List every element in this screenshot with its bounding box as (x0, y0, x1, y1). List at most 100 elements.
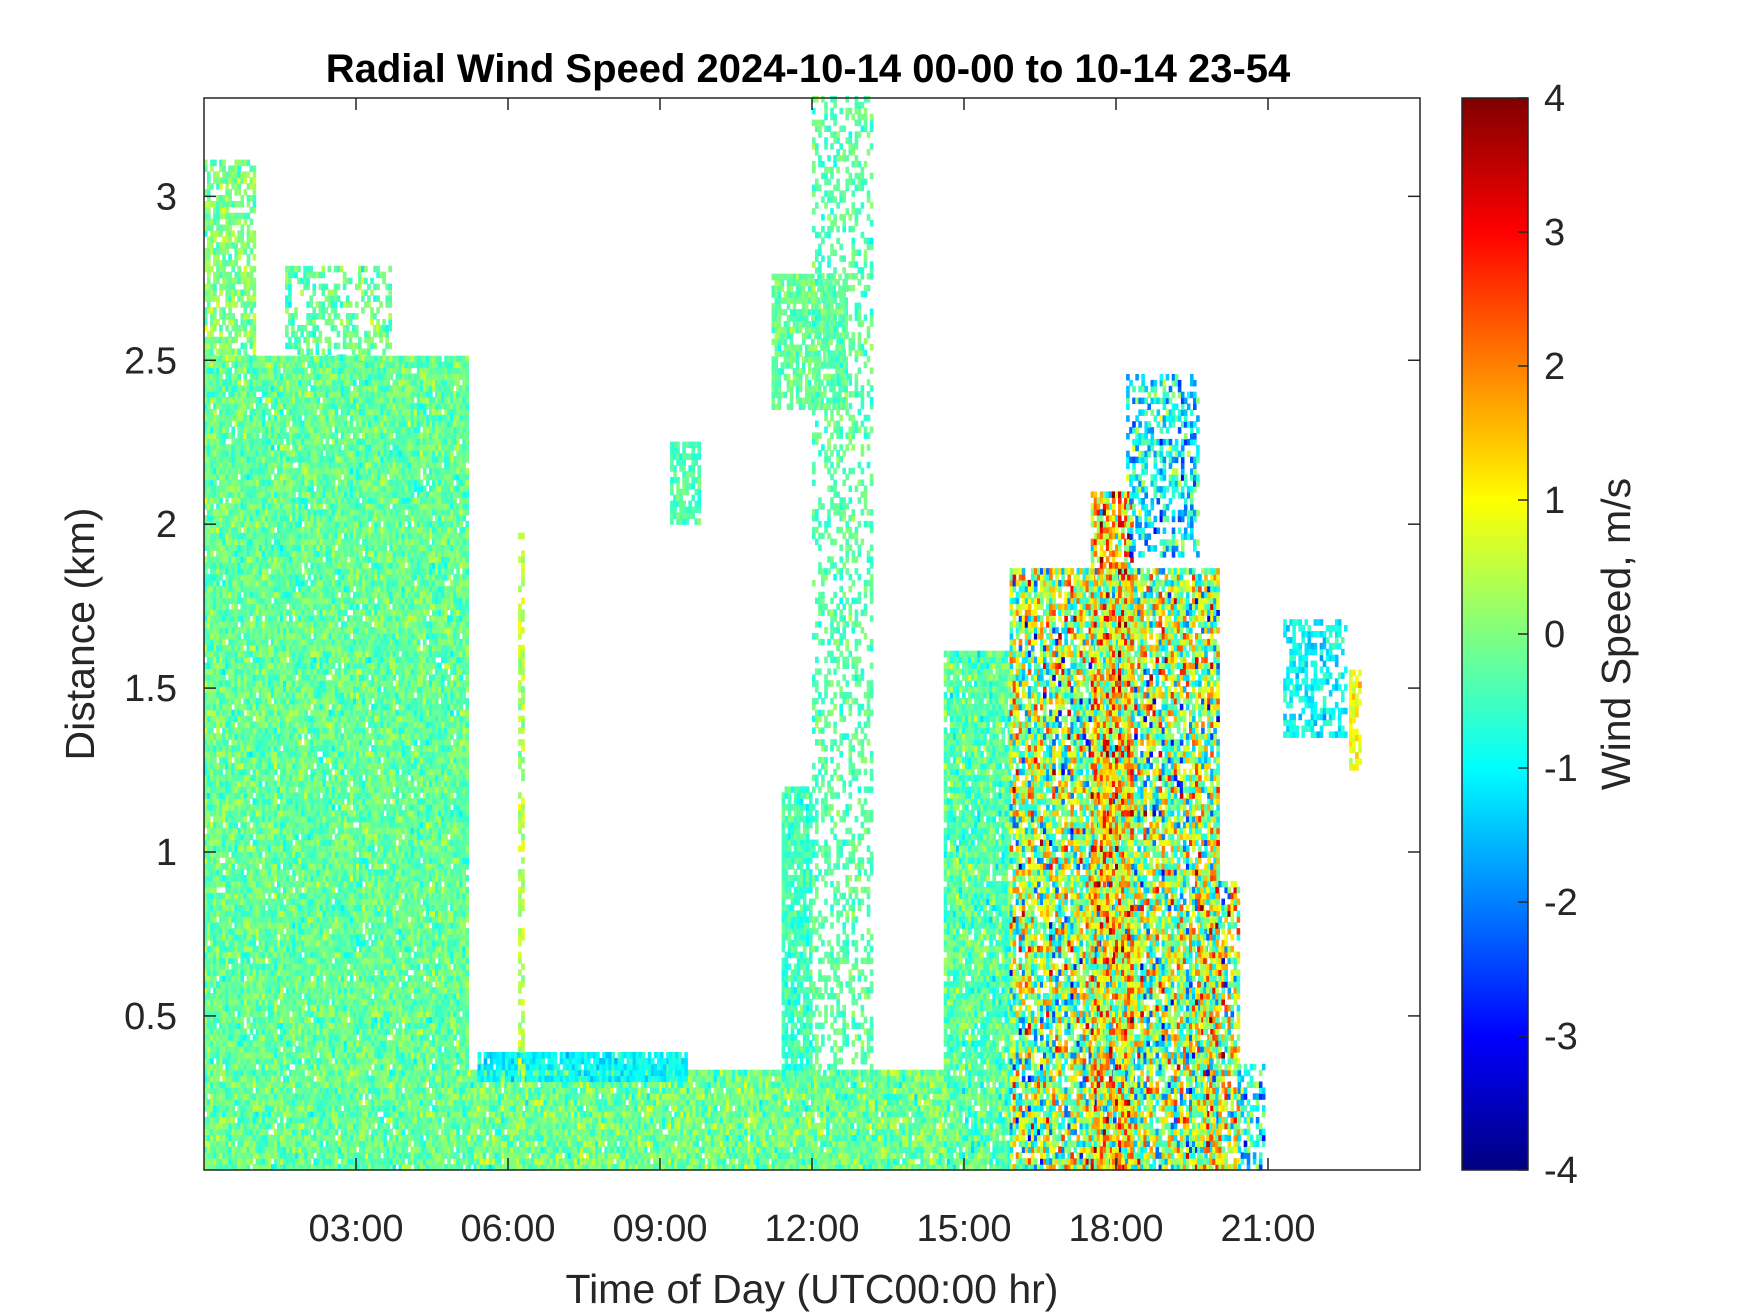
heatmap-cell (289, 946, 293, 953)
heatmap-cell (304, 958, 308, 965)
heatmap-cell (259, 1040, 263, 1047)
heatmap-cell (298, 621, 302, 628)
heatmap-cell (259, 468, 263, 475)
heatmap-cell (313, 1040, 317, 1047)
heatmap-cell (283, 934, 287, 941)
heatmap-cell (313, 875, 317, 882)
heatmap-cell (222, 627, 226, 634)
heatmap-cell (298, 521, 302, 528)
heatmap-cell (250, 1158, 254, 1165)
heatmap-cell (219, 769, 223, 776)
heatmap-cell (244, 999, 248, 1006)
heatmap-cell (253, 604, 257, 611)
heatmap-cell (259, 692, 263, 699)
heatmap-cell (207, 1076, 211, 1083)
heatmap-cell (268, 450, 272, 457)
heatmap-cell (259, 751, 263, 758)
heatmap-cell (228, 486, 232, 493)
heatmap-cell (304, 1040, 308, 1047)
heatmap-cell (253, 869, 257, 876)
heatmap-cell (313, 409, 317, 416)
heatmap-cell (207, 609, 211, 616)
heatmap-cell (253, 574, 257, 581)
heatmap-cell (268, 704, 272, 711)
heatmap-cell (304, 964, 308, 971)
heatmap-cell (213, 875, 217, 882)
heatmap-cell (268, 775, 272, 782)
heatmap-cell (213, 757, 217, 764)
heatmap-cell (259, 1111, 263, 1118)
heatmap-cell (207, 969, 211, 976)
heatmap-cell (268, 964, 272, 971)
heatmap-cell (304, 757, 308, 764)
heatmap-cell (228, 503, 232, 510)
heatmap-cell (228, 379, 232, 386)
heatmap-cell (298, 550, 302, 557)
heatmap-cell (268, 609, 272, 616)
heatmap-cell (259, 958, 263, 965)
heatmap-cell (289, 851, 293, 858)
heatmap-cell (289, 899, 293, 906)
heatmap-cell (313, 633, 317, 640)
heatmap-cell (268, 792, 272, 799)
heatmap-cell (298, 845, 302, 852)
heatmap-cell (244, 1146, 248, 1153)
heatmap-cell (283, 598, 287, 605)
heatmap-cell (313, 1135, 317, 1142)
heatmap-cell (298, 1129, 302, 1136)
heatmap-cell (253, 545, 257, 552)
heatmap-cell (222, 1082, 226, 1089)
heatmap-cell (283, 480, 287, 487)
heatmap-cell (271, 468, 275, 475)
heatmap-cell (237, 757, 241, 764)
heatmap-cell (259, 851, 263, 858)
heatmap-cell (298, 1111, 302, 1118)
heatmap-cell (228, 1023, 232, 1030)
heatmap-cell (207, 698, 211, 705)
heatmap-cell (207, 845, 211, 852)
heatmap-cell (304, 456, 308, 463)
heatmap-cell (244, 1105, 248, 1112)
heatmap-cell (228, 657, 232, 664)
heatmap-cell (244, 444, 248, 451)
heatmap-cell (292, 875, 296, 882)
heatmap-cell (289, 704, 293, 711)
heatmap-cell (259, 798, 263, 805)
heatmap-cell (304, 521, 308, 528)
heatmap-cell (213, 1111, 217, 1118)
heatmap-cell (262, 893, 266, 900)
heatmap-cell (313, 1064, 317, 1071)
heatmap-cell (313, 1146, 317, 1153)
heatmap-cell (247, 1017, 251, 1024)
heatmap-cell (289, 586, 293, 593)
heatmap-cell (222, 1129, 226, 1136)
heatmap-cell (274, 645, 278, 652)
heatmap-cell (237, 910, 241, 917)
heatmap-cell (222, 368, 226, 375)
heatmap-cell (222, 598, 226, 605)
heatmap-cell (237, 804, 241, 811)
heatmap-cell (222, 1076, 226, 1083)
heatmap-cell (253, 786, 257, 793)
heatmap-cell (207, 574, 211, 581)
heatmap-cell (289, 1099, 293, 1106)
heatmap-cell (244, 409, 248, 416)
heatmap-cell (237, 586, 241, 593)
heatmap-cell (259, 822, 263, 829)
heatmap-cell (228, 633, 232, 640)
heatmap-cell (237, 710, 241, 717)
heatmap-cell (298, 893, 302, 900)
heatmap-cell (268, 651, 272, 658)
heatmap-cell (289, 491, 293, 498)
heatmap-cell (253, 680, 257, 687)
heatmap-cell (250, 403, 254, 410)
heatmap-cell (313, 928, 317, 935)
heatmap-cell (310, 609, 314, 616)
heatmap-cell (237, 680, 241, 687)
heatmap-cell (274, 568, 278, 575)
heatmap-cell (307, 1129, 311, 1136)
heatmap-cell (259, 1076, 263, 1083)
heatmap-cell (268, 604, 272, 611)
heatmap-cell (274, 1158, 278, 1165)
heatmap-cell (207, 409, 211, 416)
